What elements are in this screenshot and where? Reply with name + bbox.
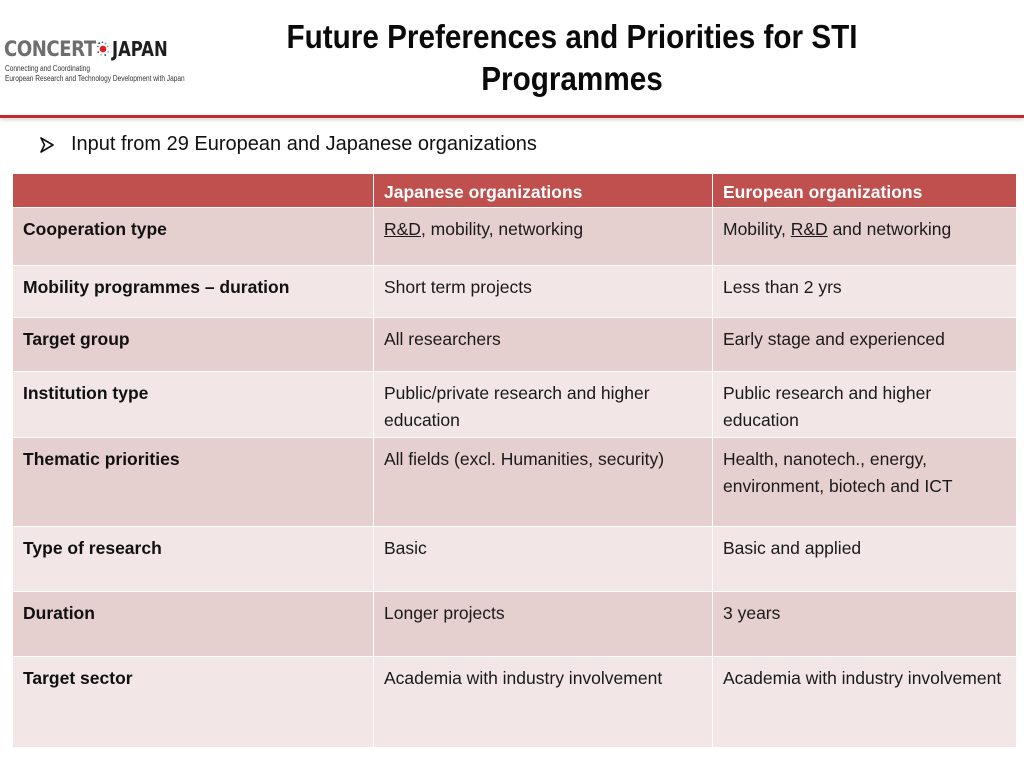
- european-cell: Mobility, R&D and networking: [712, 207, 1017, 266]
- european-cell: 3 years: [712, 591, 1017, 657]
- concert-japan-logo: CONCERT JAPAN Connecting and Coordinatin…: [4, 34, 185, 90]
- japanese-cell: Short term projects: [373, 265, 713, 318]
- underlined-text: R&D: [790, 219, 828, 239]
- logo-wordmark: CONCERT JAPAN: [4, 34, 180, 64]
- japanese-cell: Public/private research and higher educa…: [373, 371, 713, 438]
- table-row: Target group All researchers Early stage…: [12, 317, 1017, 372]
- table-header-row: Japanese organizations European organiza…: [12, 173, 1017, 208]
- japanese-cell: All fields (excl. Humanities, security): [373, 437, 713, 527]
- european-cell: Less than 2 yrs: [712, 265, 1017, 318]
- japanese-cell: R&D, mobility, networking: [373, 207, 713, 266]
- european-cell: Public research and higher education: [712, 371, 1017, 438]
- japanese-cell: Longer projects: [373, 591, 713, 657]
- european-cell: Academia with industry involvement: [712, 656, 1017, 748]
- row-label: Type of research: [12, 526, 374, 592]
- table-row: Target sector Academia with industry inv…: [12, 656, 1017, 748]
- table-row: Thematic priorities All fields (excl. Hu…: [12, 437, 1017, 527]
- japanese-cell: Academia with industry involvement: [373, 656, 713, 748]
- table-row: Mobility programmes – duration Short ter…: [12, 265, 1017, 318]
- row-label: Duration: [12, 591, 374, 657]
- row-label: Target sector: [12, 656, 374, 748]
- bullet-item: Input from 29 European and Japanese orga…: [40, 133, 537, 156]
- japanese-cell: Basic: [373, 526, 713, 592]
- european-cell: Early stage and experienced: [712, 317, 1017, 372]
- title-divider: [0, 115, 1024, 118]
- cell-text: Mobility,: [723, 219, 791, 239]
- logo-tagline-2: European Research and Technology Develop…: [5, 74, 185, 83]
- row-label: Cooperation type: [12, 207, 374, 266]
- row-label: Institution type: [12, 371, 374, 438]
- logo-japan-text: JAPAN: [112, 37, 168, 61]
- header-empty-cell: [12, 173, 374, 208]
- japanese-cell: All researchers: [373, 317, 713, 372]
- comparison-table: Japanese organizations European organiza…: [12, 173, 1017, 748]
- table-row: Type of research Basic Basic and applied: [12, 526, 1017, 592]
- european-cell: Health, nanotech., energy, environment, …: [712, 437, 1017, 527]
- underlined-text: R&D: [384, 219, 421, 239]
- table-row: Duration Longer projects 3 years: [12, 591, 1017, 657]
- cell-text: and networking: [827, 219, 952, 239]
- header-european: European organizations: [712, 173, 1017, 208]
- slide-title: Future Preferences and Priorities for ST…: [286, 18, 858, 97]
- row-label: Mobility programmes – duration: [12, 265, 374, 318]
- header-japanese: Japanese organizations: [373, 173, 713, 208]
- table-row: Institution type Public/private research…: [12, 371, 1017, 438]
- table-row: Cooperation type R&D, mobility, networki…: [12, 207, 1017, 266]
- bullet-text: Input from 29 European and Japanese orga…: [71, 133, 537, 155]
- logo-concert-text: CONCERT: [4, 37, 96, 61]
- row-label: Thematic priorities: [12, 437, 374, 527]
- european-cell: Basic and applied: [712, 526, 1017, 592]
- row-label: Target group: [12, 317, 374, 372]
- arrow-bullet-icon: [40, 136, 54, 153]
- cell-text: , mobility, networking: [420, 219, 584, 239]
- logo-tagline-1: Connecting and Coordinating: [5, 64, 90, 73]
- logo-dots-icon: [97, 41, 109, 57]
